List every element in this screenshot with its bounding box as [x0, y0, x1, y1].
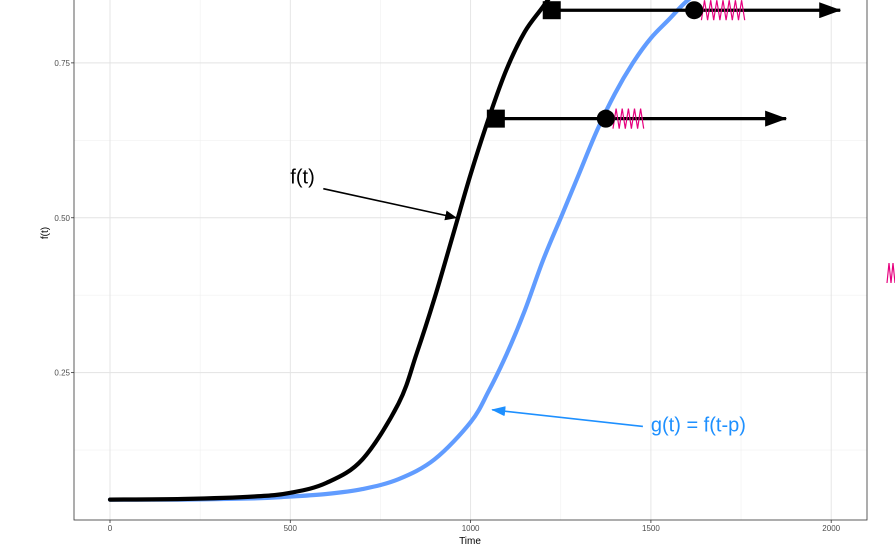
- x-tick-label: 1000: [462, 524, 480, 533]
- circle-marker: [685, 1, 704, 20]
- y-axis-title: f(t): [40, 227, 51, 239]
- y-axis: 0.25 0.50 0.75: [54, 59, 74, 378]
- zigzag-group: [612, 0, 746, 129]
- series-group: [107, 0, 692, 502]
- x-tick-label: 0: [108, 524, 113, 533]
- marker-group: [486, 1, 704, 128]
- annotation-arrow-1: [491, 406, 643, 428]
- series-line-1: [107, 0, 692, 502]
- annotation-label-1: g(t) = f(t-p): [651, 414, 746, 436]
- square-marker: [542, 1, 561, 20]
- zigzag-mark: [612, 108, 645, 129]
- circle-marker: [596, 109, 615, 128]
- y-tick-label: 0.50: [54, 214, 70, 223]
- annotation-arrow-0: [323, 187, 458, 221]
- y-tick-label: 0.25: [54, 369, 70, 378]
- grid-lines: [74, 0, 867, 520]
- x-tick-label: 1500: [642, 524, 660, 533]
- x-tick-label: 500: [284, 524, 298, 533]
- annotation-label-0: f(t): [290, 167, 314, 189]
- square-marker: [486, 109, 505, 128]
- y-tick-label: 0.75: [54, 59, 70, 68]
- x-axis-title: Time: [459, 536, 481, 547]
- x-tick-label: 2000: [822, 524, 840, 533]
- series-line-0: [107, 0, 551, 502]
- zigzag-mark: [700, 0, 746, 21]
- offscreen-zigzag-icon: [886, 262, 895, 284]
- x-axis: 0 500 1000 1500 2000: [108, 520, 841, 533]
- annotation-group: f(t) g(t) = f(t-p): [290, 167, 746, 437]
